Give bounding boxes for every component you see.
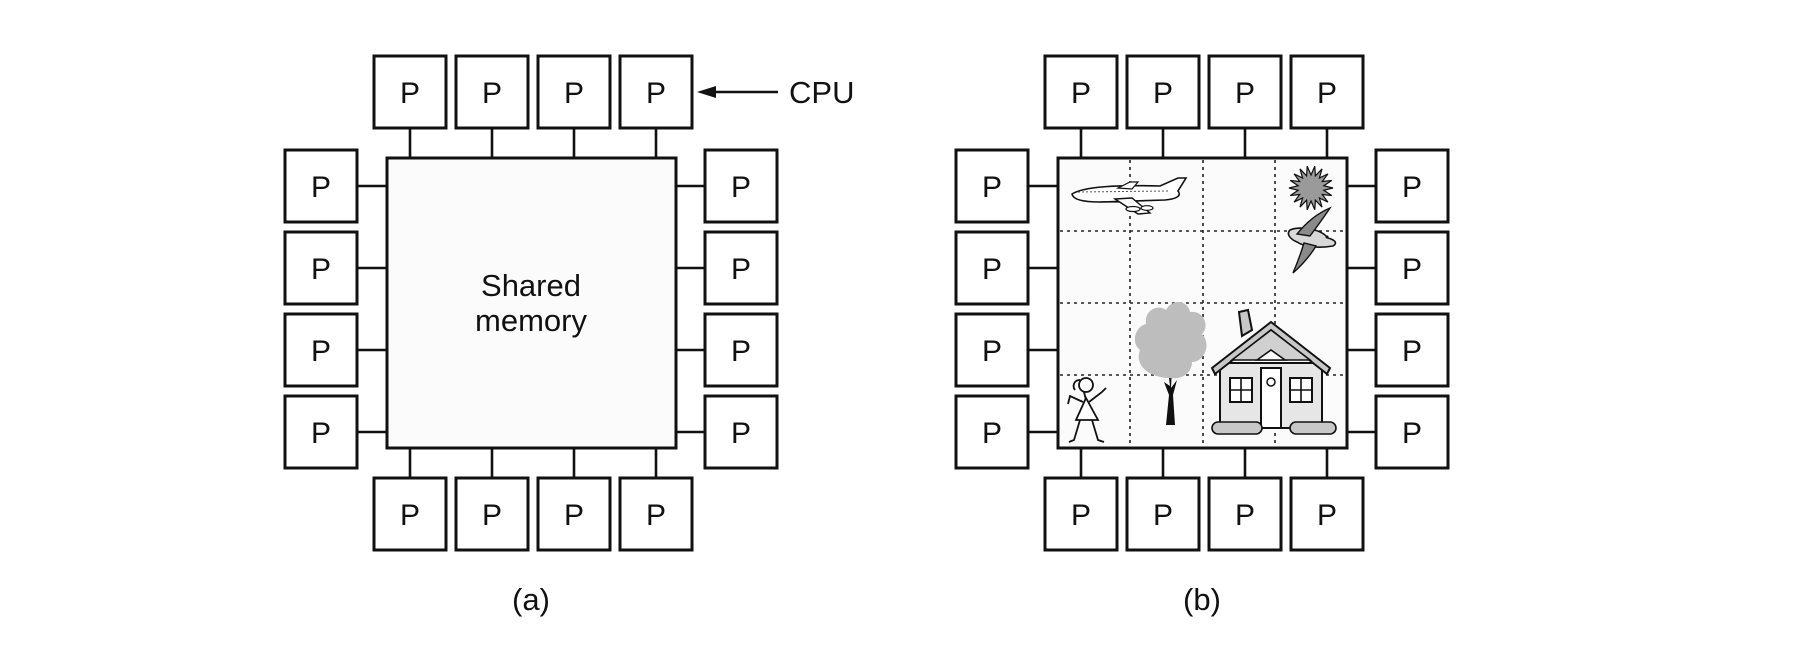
a-cpu-box-top-1	[372, 54, 448, 130]
b-cpu-label-left-3: P	[982, 335, 1002, 368]
b-cpu-label-bottom-1: P	[1071, 499, 1091, 532]
a-cpu-label-right-2: P	[731, 253, 751, 286]
b-cpu-box-top-4	[1289, 54, 1365, 130]
a-cpu-label-left-1: P	[311, 171, 331, 204]
a-cpu-box-left-2	[283, 230, 359, 306]
b-cpu-box-left-2	[954, 230, 1030, 306]
b-cpu-label-bottom-4: P	[1317, 499, 1337, 532]
b-cpu-box-left-4	[954, 394, 1030, 470]
a-cpu-box-left-4	[283, 394, 359, 470]
b-cpu-label-left-1: P	[982, 171, 1002, 204]
panel-a-shared-memory: Shared memory CPU (a) P P P P P P P P P P P P P P P P	[283, 54, 854, 617]
a-cpu-label-top-4: P	[646, 77, 666, 110]
b-cpu-box-left-3	[954, 312, 1030, 388]
b-cpu-box-top-3	[1207, 54, 1283, 130]
a-cpu-box-left-1	[283, 148, 359, 224]
a-cpu-label-bottom-1: P	[400, 499, 420, 532]
b-cpu-box-top-2	[1125, 54, 1201, 130]
house-icon	[1210, 308, 1337, 435]
a-cpu-label-top-1: P	[400, 77, 420, 110]
airplane-icon	[1071, 177, 1188, 215]
a-cpu-box-right-3	[703, 312, 779, 388]
b-cpu-label-right-4: P	[1402, 417, 1422, 450]
a-cpu-box-top-2	[454, 54, 530, 130]
cpu-arrow-head	[697, 86, 716, 98]
a-cpu-label-top-3: P	[564, 77, 584, 110]
b-cpu-label-bottom-3: P	[1235, 499, 1255, 532]
memory-label-line2: memory	[475, 303, 587, 338]
b-cpu-box-top-1	[1043, 54, 1119, 130]
a-cpu-box-bottom-3	[536, 476, 612, 552]
b-cpu-box-right-3	[1374, 312, 1450, 388]
a-cpu-box-top-3	[536, 54, 612, 130]
a-cpu-label-bottom-2: P	[482, 499, 502, 532]
b-cpu-box-right-4	[1374, 394, 1450, 470]
panel-b-shared-picture: (b) P P P P P P P P P P P P P P P P	[954, 54, 1450, 617]
a-cpu-label-left-3: P	[311, 335, 331, 368]
a-cpu-label-right-1: P	[731, 171, 751, 204]
b-cpu-box-left-1	[954, 148, 1030, 224]
b-cpu-label-right-1: P	[1402, 171, 1422, 204]
b-cpu-label-bottom-2: P	[1153, 499, 1173, 532]
b-cpu-box-bottom-4	[1289, 476, 1365, 552]
b-cpu-label-right-3: P	[1402, 335, 1422, 368]
b-cpu-label-left-2: P	[982, 253, 1002, 286]
a-cpu-box-bottom-4	[618, 476, 694, 552]
a-cpu-label-bottom-3: P	[564, 499, 584, 532]
shared-memory-block	[385, 156, 678, 450]
caption-a: (a)	[512, 582, 550, 617]
b-cpu-box-bottom-2	[1125, 476, 1201, 552]
cpu-callout-label: CPU	[789, 75, 854, 110]
b-cpu-label-top-1: P	[1071, 77, 1091, 110]
a-cpu-label-right-4: P	[731, 417, 751, 450]
b-cpu-label-top-4: P	[1317, 77, 1337, 110]
a-cpu-box-top-4	[618, 54, 694, 130]
a-cpu-label-left-2: P	[311, 253, 331, 286]
b-cpu-label-right-2: P	[1402, 253, 1422, 286]
caption-b: (b)	[1183, 582, 1221, 617]
a-cpu-label-top-2: P	[482, 77, 502, 110]
b-cpu-label-left-4: P	[982, 417, 1002, 450]
b-cpu-box-right-2	[1374, 230, 1450, 306]
a-cpu-box-right-2	[703, 230, 779, 306]
bird-icon	[1287, 206, 1337, 274]
a-cpu-label-bottom-4: P	[646, 499, 666, 532]
memory-label-line1: Shared	[481, 268, 581, 303]
b-cpu-box-right-1	[1374, 148, 1450, 224]
a-cpu-box-left-3	[283, 312, 359, 388]
a-cpu-box-right-1	[703, 148, 779, 224]
b-cpu-label-top-3: P	[1235, 77, 1255, 110]
a-cpu-label-left-4: P	[311, 417, 331, 450]
sun-icon	[1288, 166, 1334, 210]
a-cpu-label-right-3: P	[731, 335, 751, 368]
b-cpu-label-top-2: P	[1153, 77, 1173, 110]
girl-icon	[1067, 377, 1107, 443]
a-cpu-box-bottom-2	[454, 476, 530, 552]
tree-icon	[1134, 301, 1207, 425]
a-cpu-box-bottom-1	[372, 476, 448, 552]
a-cpu-box-right-4	[703, 394, 779, 470]
b-cpu-box-bottom-1	[1043, 476, 1119, 552]
b-cpu-box-bottom-3	[1207, 476, 1283, 552]
